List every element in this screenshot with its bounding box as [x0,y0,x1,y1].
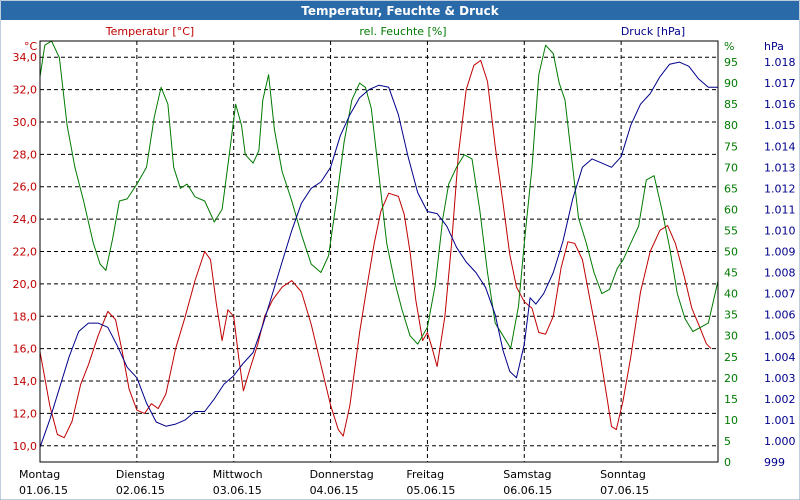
tick-pressure: 1.013 [764,161,796,174]
tick-pressure: 1.003 [764,372,796,385]
pressure-line [40,61,718,448]
tick-temperature: 30,0 [13,116,38,129]
tick-temperature: 16,0 [13,343,38,356]
tick-pressure: 1.010 [764,224,796,237]
x-axis-labels: Montag 01.06.15 Dienstag 02.06.15 Mittwoch 03… [19,468,649,497]
tick-humidity: 15 [724,393,738,406]
tick-humidity: 55 [724,224,738,237]
tick-pressure: 1.007 [764,288,796,301]
tick-humidity: 65 [724,182,738,195]
x-label-date: 06.06.15 [503,484,552,497]
tick-temperature: 18,0 [13,310,38,323]
tick-humidity: 30 [724,330,738,343]
tick-temperature: 14,0 [13,375,38,388]
tick-humidity: 80 [724,119,738,132]
tick-pressure: 1.008 [764,267,796,280]
tick-temperature: 10,0 [13,440,38,453]
tick-humidity: 20 [724,372,738,385]
title-bar [1,1,799,20]
x-label-day: Mittwoch [213,468,263,481]
x-label-day: Montag [19,468,60,481]
tick-temperature: 24,0 [13,213,38,226]
tick-humidity: 5 [724,435,731,448]
x-label-date: 01.06.15 [19,484,68,497]
tick-humidity: 35 [724,309,738,322]
tick-pressure: 1.009 [764,246,796,259]
x-label-date: 04.06.15 [310,484,359,497]
tick-pressure: 1.000 [764,435,796,448]
tick-temperature: 32,0 [13,84,38,97]
x-label-date: 02.06.15 [116,484,165,497]
tick-humidity: 50 [724,246,738,259]
x-label-day: Dienstag [116,468,165,481]
x-label-day: Freitag [406,468,444,481]
tick-pressure: 1.005 [764,330,796,343]
x-label-day: Sonntag [600,468,646,481]
tick-pressure: 1.015 [764,119,796,132]
series-layer [40,41,718,448]
tick-temperature: 20,0 [13,278,38,291]
tick-pressure: 1.014 [764,140,796,153]
legend-humidity: rel. Feuchte [%] [359,25,446,38]
tick-humidity: 85 [724,98,738,111]
tick-pressure: 1.004 [764,351,796,364]
tick-humidity: 95 [724,56,738,69]
tick-pressure: 1.012 [764,182,796,195]
x-label-date: 03.06.15 [213,484,262,497]
temperature-line [40,59,712,439]
legend-pressure: Druck [hPa] [621,25,685,38]
tick-temperature: 28,0 [13,148,38,161]
pressure-axis-ticks: 1.018 1.017 1.016 1.015 1.014 1.013 1.012 1.011… [764,56,796,469]
gridlines [40,41,718,462]
tick-temperature: 22,0 [13,246,38,259]
x-label-day: Donnerstag [310,468,374,481]
tick-humidity: 75 [724,140,738,153]
tick-humidity: 25 [724,351,738,364]
tick-temperature: 34,0 [13,51,38,64]
tick-humidity: 0 [724,456,731,469]
x-label-date: 05.06.15 [406,484,455,497]
left-axis-ticks: 34,0 32,0 30,0 28,0 26,0 24,0 22,0 20,0 18,0 16,0… [13,51,38,453]
chart-title: Temperatur, Feuchte & Druck [301,4,499,18]
tick-humidity: 90 [724,77,738,90]
tick-pressure: 1.002 [764,393,796,406]
humidity-line [40,41,718,349]
tick-pressure: 999 [764,456,785,469]
tick-temperature: 12,0 [13,407,38,420]
plot-frame [39,40,719,463]
tick-pressure: 1.016 [764,98,796,111]
unit-humidity: % [724,40,734,53]
tick-humidity: 60 [724,203,738,216]
tick-humidity: 70 [724,161,738,174]
unit-pressure: hPa [764,40,784,53]
tick-pressure: 1.001 [764,414,796,427]
tick-pressure: 1.017 [764,77,796,90]
tick-humidity: 40 [724,288,738,301]
tick-pressure: 1.011 [764,203,796,216]
x-label-date: 07.06.15 [600,484,649,497]
tick-pressure: 1.006 [764,309,796,322]
x-label-day: Samstag [503,468,551,481]
tick-temperature: 26,0 [13,181,38,194]
unit-temperature: °C [24,40,38,53]
tick-humidity: 10 [724,414,738,427]
tick-pressure: 1.018 [764,56,796,69]
tick-humidity: 45 [724,267,738,280]
legend-temperature: Temperatur [°C] [105,25,194,38]
